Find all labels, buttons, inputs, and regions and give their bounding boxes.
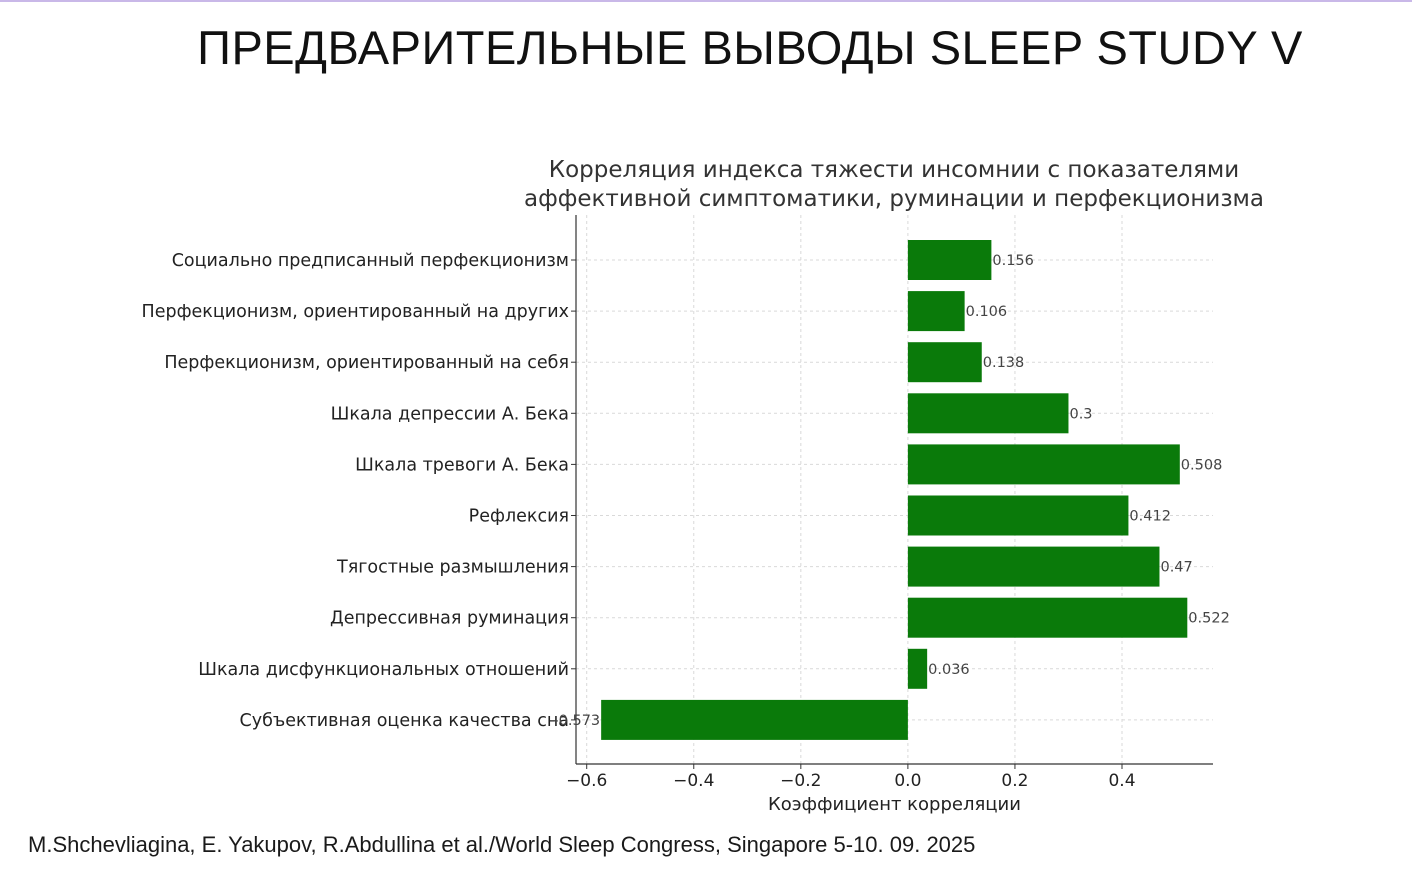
chart-labels: Социально предписанный перфекционизм 0.15…	[142, 251, 1230, 815]
data-label: -0.573	[553, 713, 600, 729]
y-tick-label: Шкала дисфункциональных отношений	[198, 660, 569, 680]
data-label: 0.47	[1160, 560, 1192, 576]
bar	[907, 240, 992, 280]
y-tick-label: Рефлексия	[469, 507, 569, 527]
slide-title: ПРЕДВАРИТЕЛЬНЫЕ ВЫВОДЫ SLEEP STUDY V	[197, 21, 1303, 74]
x-tick-label: 0.4	[1108, 771, 1135, 791]
y-tick-label: Тягостные размышления	[336, 558, 569, 578]
bar	[907, 597, 1188, 638]
y-tick-label: Перфекционизм, ориентированный на себя	[164, 353, 569, 373]
data-label: 0.106	[966, 304, 1008, 320]
x-tick-label: −0.4	[673, 771, 714, 791]
y-tick-label: Депрессивная руминация	[330, 609, 569, 629]
bar	[907, 495, 1129, 536]
y-tick-label: Шкала депрессии А. Бека	[331, 404, 569, 424]
x-tick-label: 0.2	[1001, 771, 1028, 791]
chart-title-line: Корреляция индекса тяжести инсомнии с по…	[549, 157, 1239, 183]
data-label: 0.508	[1181, 457, 1223, 473]
bar	[907, 648, 928, 689]
chart-grid	[576, 215, 1213, 764]
citation: M.Shchevliagina, E. Yakupov, R.Abdullina…	[28, 832, 976, 857]
top-accent-line	[0, 0, 1412, 2]
chart-axes	[571, 215, 1213, 769]
bar	[907, 546, 1160, 587]
data-label: 0.138	[983, 355, 1025, 371]
y-tick-label: Субъективная оценка качества сна	[240, 711, 570, 731]
chart-bars	[601, 240, 1188, 740]
x-tick-label: 0.0	[894, 771, 921, 791]
bar	[907, 393, 1069, 434]
x-axis-label: Коэффициент корреляции	[768, 794, 1021, 815]
x-tick-label: −0.6	[566, 771, 607, 791]
data-label: 0.3	[1069, 406, 1092, 422]
data-label: 0.412	[1129, 509, 1171, 525]
bar	[907, 342, 982, 383]
data-label: 0.036	[928, 662, 970, 678]
y-tick-label: Перфекционизм, ориентированный на других	[142, 302, 569, 322]
y-tick-label: Шкала тревоги А. Бека	[355, 455, 569, 475]
chart-title-line: аффективной симптоматики, руминации и пе…	[524, 186, 1264, 212]
data-label: 0.522	[1188, 611, 1230, 627]
x-tick-label: −0.2	[780, 771, 821, 791]
bar	[907, 291, 965, 332]
y-tick-label: Социально предписанный перфекционизм	[172, 251, 569, 271]
bar	[907, 444, 1180, 485]
bar	[601, 699, 908, 740]
data-label: 0.156	[992, 253, 1034, 269]
chart-title: Корреляция индекса тяжести инсомнии с по…	[524, 157, 1264, 212]
